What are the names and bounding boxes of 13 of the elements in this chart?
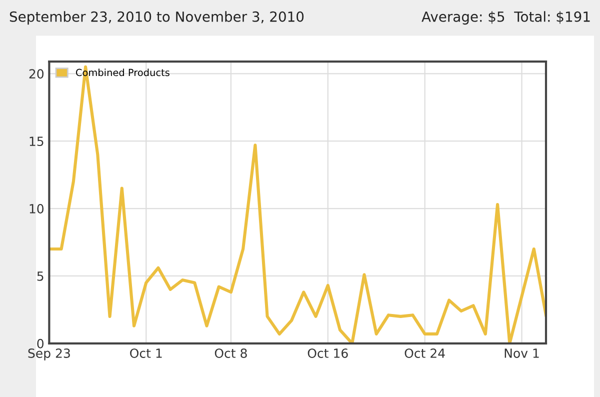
x-tick-label: Oct 8 <box>214 348 247 358</box>
text: Average: $5 Total: $191 <box>422 11 590 25</box>
x-tick-label: Sep 23 <box>28 348 70 360</box>
y-tick-label: 0 <box>37 338 44 348</box>
x-tick-label: Oct 1 <box>130 348 162 358</box>
x-tick-label: Nov 1 <box>504 348 539 358</box>
x-tick-label: Oct 24 <box>404 348 445 358</box>
chart-title: September 23, 2010 to November 3, 2010 <box>10 11 304 25</box>
y-tick-label: 15 <box>30 136 44 146</box>
x-tick-label: Oct 16 <box>308 348 348 358</box>
y-tick-label: 5 <box>37 272 44 281</box>
y-tick-label: 10 <box>30 204 44 214</box>
y-tick-label: 20 <box>29 69 44 79</box>
